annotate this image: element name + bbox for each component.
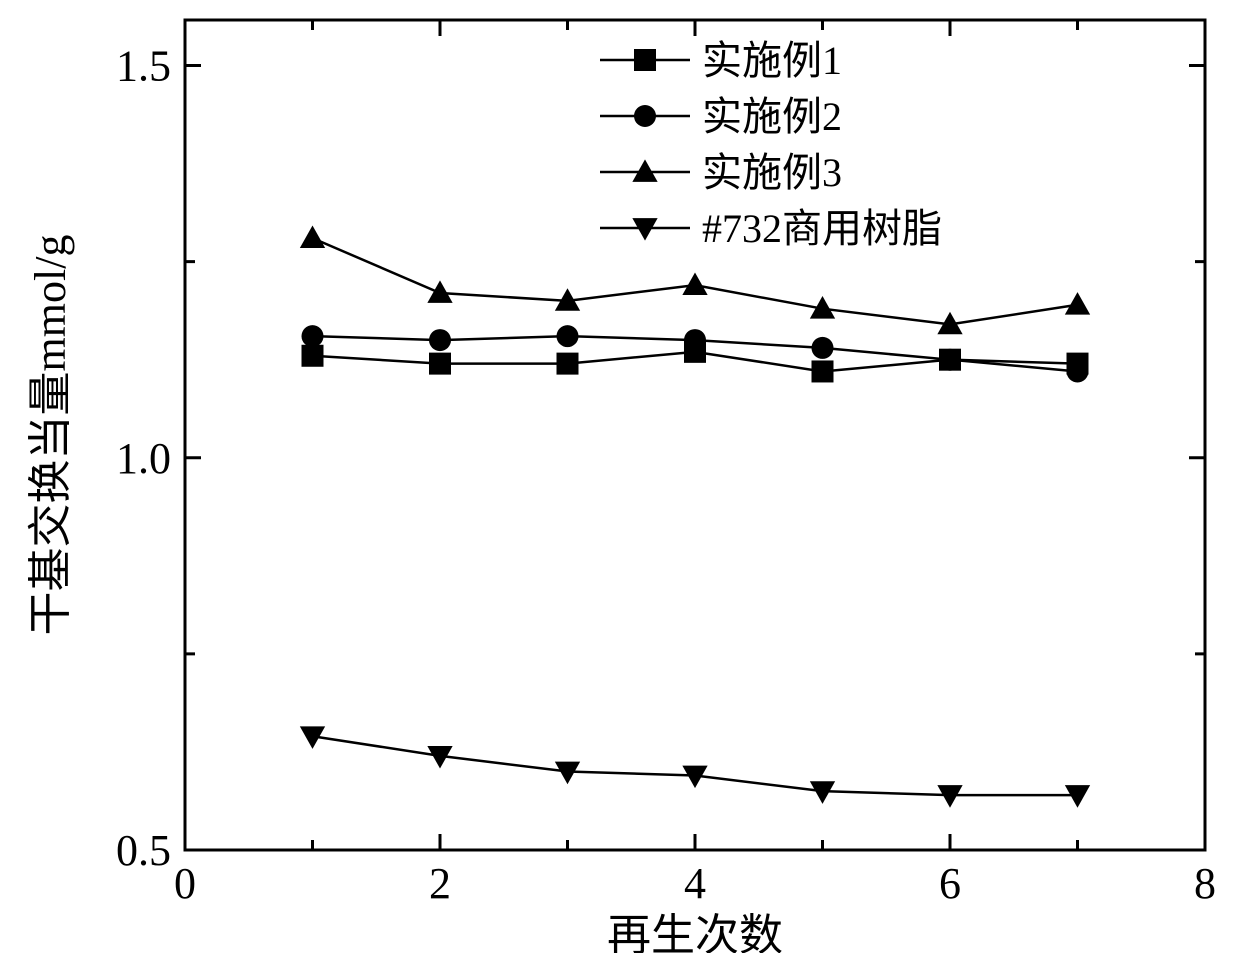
- x-tick-label: 8: [1194, 859, 1216, 908]
- chart-container: 0 2 4 6 8 0.5 1.0 1.5 再生次数 干基交换当量mmol/g 实施例1 实施例2 实施…: [0, 0, 1240, 953]
- data-marker: [429, 329, 451, 351]
- legend-marker: [634, 49, 656, 71]
- data-marker: [302, 325, 324, 347]
- data-marker: [684, 329, 706, 351]
- data-marker: [429, 353, 451, 375]
- legend-label: #732商用树脂: [702, 206, 942, 251]
- x-tick-label: 0: [174, 859, 196, 908]
- y-tick-label: 1.5: [116, 42, 171, 91]
- data-marker: [939, 349, 961, 371]
- y-axis-label: 干基交换当量mmol/g: [26, 235, 75, 636]
- legend-label: 实施例3: [702, 150, 842, 195]
- x-tick-label: 6: [939, 859, 961, 908]
- data-marker: [1067, 360, 1089, 382]
- data-marker: [812, 337, 834, 359]
- legend-label: 实施例2: [702, 94, 842, 139]
- y-tick-label: 0.5: [116, 826, 171, 875]
- x-tick-label: 4: [684, 859, 706, 908]
- y-tick-label: 1.0: [116, 434, 171, 483]
- x-tick-label: 2: [429, 859, 451, 908]
- legend-marker: [634, 105, 656, 127]
- x-axis-label: 再生次数: [607, 911, 783, 953]
- data-marker: [557, 325, 579, 347]
- line-chart: 0 2 4 6 8 0.5 1.0 1.5 再生次数 干基交换当量mmol/g 实施例1 实施例2 实施…: [0, 0, 1240, 953]
- legend-label: 实施例1: [702, 38, 842, 83]
- data-marker: [302, 345, 324, 367]
- data-marker: [812, 360, 834, 382]
- data-marker: [557, 353, 579, 375]
